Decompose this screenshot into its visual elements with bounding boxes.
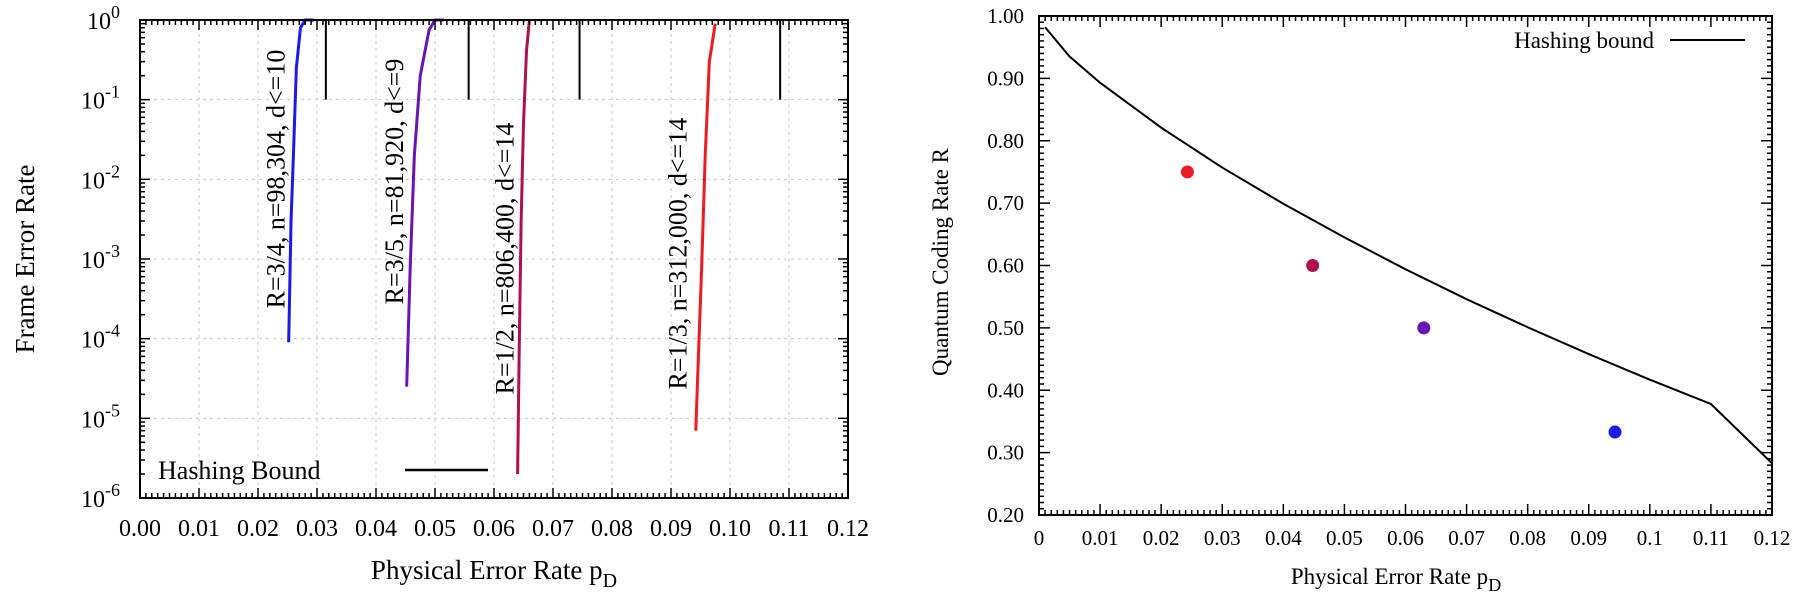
- left-y-tick-base: 10: [81, 248, 105, 274]
- left-x-axis-title-sub: D: [603, 570, 617, 592]
- left-x-tick-label: 0.02: [237, 516, 279, 542]
- left-x-axis-title-main: Physical Error Rate p: [371, 555, 603, 585]
- right-axis-ticks: [1038, 15, 1773, 516]
- left-y-tick-base: 10: [81, 487, 105, 513]
- left-x-tick-label: 0.12: [827, 516, 869, 542]
- right-x-tick-label: 0.05: [1326, 526, 1363, 550]
- left-y-tick-label: 10-4: [81, 321, 120, 354]
- right-y-tick-label: 0.80: [987, 129, 1024, 153]
- left-x-tick-label: 0.08: [591, 516, 633, 542]
- left-series-line-4: [694, 23, 717, 431]
- left-x-tick-label: 0.07: [532, 516, 574, 542]
- left-y-tick-base: 10: [81, 407, 105, 433]
- left-curve-label-4: R=1/3, n=312,000, d<=14: [663, 118, 692, 390]
- right-scatter-points: [1180, 165, 1622, 439]
- right-x-tick-label: 0.09: [1570, 526, 1607, 550]
- left-y-tick-label: 10-5: [81, 400, 120, 433]
- right-x-axis-title-sub: D: [1488, 575, 1501, 595]
- right-x-tick-label: 0.1: [1637, 526, 1663, 550]
- left-x-tick-label: 0.00: [119, 516, 161, 542]
- left-x-tick-label: 0.04: [355, 516, 397, 542]
- left-series-line-3: [516, 19, 531, 475]
- left-y-tick-base: 10: [87, 9, 111, 35]
- right-x-tick-label: 0.12: [1754, 526, 1791, 550]
- left-x-tick-label: 0.03: [296, 516, 338, 542]
- right-scatter-point-4: [1608, 425, 1622, 439]
- left-y-tick-base: 10: [81, 89, 105, 115]
- right-hashing-bound-curve: [1044, 26, 1773, 464]
- right-y-tick-labels: 0.20 0.30 0.40 0.50 0.60 0.70 0.80 0.90 1.00: [987, 4, 1024, 527]
- left-y-tick-exponent: -5: [105, 400, 120, 420]
- left-x-tick-label: 0.10: [709, 516, 751, 542]
- left-y-tick-label: 10-1: [81, 82, 120, 115]
- right-plot-frame: [1038, 15, 1773, 516]
- left-y-tick-label: 10-6: [81, 480, 120, 513]
- frame-error-rate-chart: 0.00 0.01 0.02 0.03 0.04 0.05 0.06 0.07 0.08 0.09…: [10, 2, 869, 592]
- right-x-tick-label: 0.02: [1143, 526, 1180, 550]
- left-y-axis-title: Frame Error Rate: [10, 165, 40, 354]
- left-hashing-bound-lines: [324, 20, 782, 100]
- left-series-line-1: [287, 18, 315, 343]
- right-y-tick-label: 0.90: [987, 66, 1024, 90]
- left-curve-label-1: R=3/4, n=98,304, d<=10: [262, 50, 291, 309]
- left-x-tick-label: 0.09: [650, 516, 692, 542]
- right-y-tick-label: 0.60: [987, 254, 1024, 278]
- left-legend: Hashing Bound: [158, 456, 488, 485]
- left-x-tick-label: 0.06: [473, 516, 515, 542]
- left-curve-label-2: R=3/5, n=81,920, d<=9: [380, 59, 409, 305]
- left-legend-label: Hashing Bound: [158, 456, 321, 485]
- right-x-tick-labels: 0 0.01 0.02 0.03 0.04 0.05 0.06 0.07 0.08 0.09 0.1…: [1034, 526, 1791, 550]
- left-x-tick-label: 0.05: [414, 516, 456, 542]
- right-y-tick-label: 0.70: [987, 191, 1024, 215]
- right-y-tick-label: 0.20: [987, 503, 1024, 527]
- right-y-tick-label: 1.00: [987, 4, 1024, 28]
- right-legend-label: Hashing bound: [1514, 28, 1654, 53]
- left-y-tick-exponent: -6: [105, 480, 120, 500]
- left-x-tick-label: 0.01: [178, 516, 220, 542]
- right-x-tick-label: 0: [1034, 526, 1045, 550]
- left-series-line-2: [405, 18, 444, 387]
- left-y-tick-label: 100: [87, 2, 120, 35]
- left-y-tick-label: 10-3: [81, 241, 120, 274]
- left-y-tick-label: 10-2: [81, 161, 120, 194]
- right-x-tick-label: 0.11: [1693, 526, 1729, 550]
- left-curve-label-3: R=1/2, n=806,400, d<=14: [490, 123, 519, 395]
- left-y-tick-exponent: -3: [105, 241, 120, 261]
- right-scatter-point-3: [1417, 321, 1431, 335]
- right-x-tick-label: 0.08: [1509, 526, 1546, 550]
- left-x-tick-labels: 0.00 0.01 0.02 0.03 0.04 0.05 0.06 0.07 0.08 0.09…: [119, 516, 869, 542]
- left-plot-frame: [139, 19, 849, 499]
- right-scatter-point-1: [1180, 165, 1194, 179]
- left-x-tick-label: 0.11: [768, 516, 809, 542]
- right-y-tick-label: 0.50: [987, 316, 1024, 340]
- right-x-tick-label: 0.01: [1082, 526, 1119, 550]
- left-y-tick-exponent: 0: [111, 2, 120, 22]
- right-x-tick-label: 0.07: [1448, 526, 1485, 550]
- right-scatter-point-2: [1306, 259, 1320, 272]
- left-y-tick-exponent: -1: [105, 82, 120, 102]
- right-y-axis-title: Quantum Coding Rate R: [928, 147, 953, 376]
- right-y-tick-label: 0.40: [987, 378, 1024, 402]
- right-x-axis-title-main: Physical Error Rate p: [1291, 564, 1488, 589]
- coding-rate-chart: 0 0.01 0.02 0.03 0.04 0.05 0.06 0.07 0.08 0.09 0.1…: [928, 4, 1790, 595]
- left-curve-labels: R=3/4, n=98,304, d<=10 R=3/5, n=81,920, d…: [262, 50, 693, 395]
- left-y-tick-base: 10: [81, 168, 105, 194]
- left-y-tick-base: 10: [81, 328, 105, 354]
- right-x-tick-label: 0.06: [1387, 526, 1424, 550]
- right-x-tick-label: 0.04: [1265, 526, 1302, 550]
- left-grid: [140, 20, 848, 498]
- right-x-tick-label: 0.03: [1204, 526, 1241, 550]
- left-x-axis-title: Physical Error Rate pD: [371, 555, 617, 592]
- right-y-tick-label: 0.30: [987, 441, 1024, 465]
- right-x-axis-title: Physical Error Rate pD: [1291, 564, 1501, 595]
- left-y-tick-exponent: -4: [105, 321, 120, 341]
- left-y-tick-exponent: -2: [105, 161, 120, 181]
- right-legend: Hashing bound: [1514, 28, 1745, 53]
